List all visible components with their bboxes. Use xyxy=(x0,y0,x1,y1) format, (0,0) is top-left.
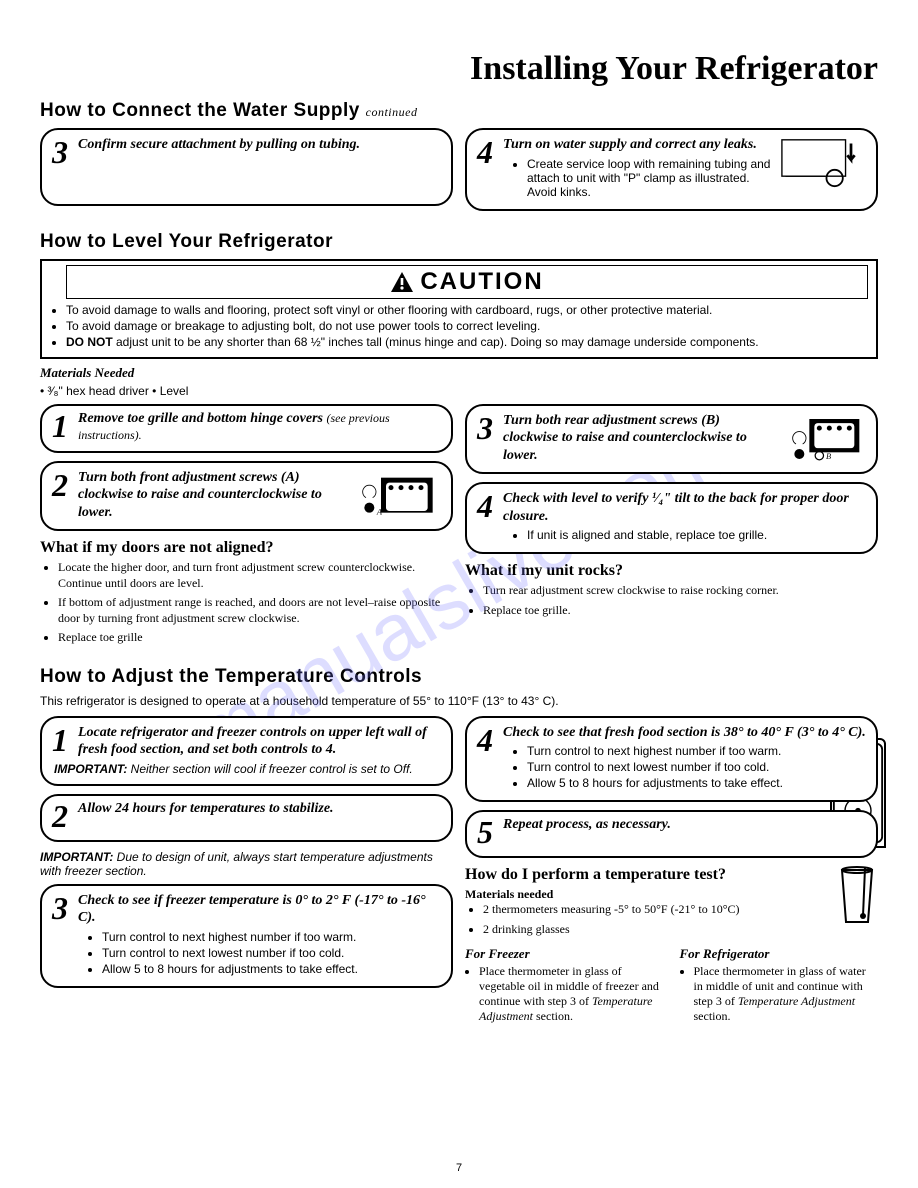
list-item: 2 drinking glasses xyxy=(483,922,878,938)
fridge-text: Place thermometer in glass of water in m… xyxy=(694,964,879,1024)
level-section: How to Level Your Refrigerator CAUTION T… xyxy=(40,231,878,654)
list-item: Replace toe grille xyxy=(58,630,453,646)
caution-list: To avoid damage to walls and flooring, p… xyxy=(66,303,870,349)
step-number: 2 xyxy=(52,471,68,500)
step-text: Allow 24 hours for temperatures to stabi… xyxy=(78,800,441,818)
level-step-4: 4 Check with level to verify ¹⁄₄" tilt t… xyxy=(465,482,878,554)
level-heading: How to Level Your Refrigerator xyxy=(40,231,878,253)
test-materials-list: 2 thermometers measuring -5° to 50°F (-2… xyxy=(483,902,878,937)
warning-icon xyxy=(390,271,414,293)
step-number: 3 xyxy=(477,414,493,443)
step-text: Locate refrigerator and freezer controls… xyxy=(78,724,441,759)
step-sub: If unit is aligned and stable, replace t… xyxy=(513,528,866,542)
step-number: 3 xyxy=(52,138,68,167)
list-item: 2 thermometers measuring -5° to 50°F (-2… xyxy=(483,902,878,918)
step-number: 2 xyxy=(52,802,68,831)
temp-test-block: How do I perform a temperature test? Mat… xyxy=(465,866,878,1023)
materials-list: • ³⁄₈" hex head driver • Level xyxy=(40,384,878,398)
water-loop-illustration xyxy=(776,138,866,188)
freezer-col: For Freezer Place thermometer in glass o… xyxy=(465,946,664,1024)
bullet: Turn control to next highest number if t… xyxy=(527,744,866,758)
step-text: Confirm secure attachment by pulling on … xyxy=(78,136,441,154)
fridge-head: For Refrigerator xyxy=(680,946,879,962)
front-screw-illustration: A xyxy=(351,471,441,521)
page-title: Installing Your Refrigerator xyxy=(40,50,878,88)
water-step-4: 4 Turn on water supply and correct any l… xyxy=(465,128,878,211)
bullet: Turn control to next lowest number if to… xyxy=(527,760,866,774)
page-number: 7 xyxy=(456,1162,462,1174)
caution-item: To avoid damage to walls and flooring, p… xyxy=(66,303,870,317)
water-step-3: 3 Confirm secure attachment by pulling o… xyxy=(40,128,453,206)
step-number: 1 xyxy=(52,726,68,755)
caution-header: CAUTION xyxy=(66,265,868,299)
water-heading: How to Connect the Water Supply continue… xyxy=(40,100,878,122)
bullet: Allow 5 to 8 hours for adjustments to ta… xyxy=(102,962,441,976)
temp-section: How to Adjust the Temperature Controls T… xyxy=(40,666,878,1024)
doors-list: Locate the higher door, and turn front a… xyxy=(58,560,453,646)
temp-step-5: 5 Repeat process, as necessary. xyxy=(465,810,878,858)
temp-test-question: How do I perform a temperature test? xyxy=(465,866,878,884)
step-number: 4 xyxy=(477,726,493,755)
bullet: Allow 5 to 8 hours for adjustments to ta… xyxy=(527,776,866,790)
caution-box: CAUTION To avoid damage to walls and flo… xyxy=(40,259,878,359)
temp-step-3: 3 Check to see if freezer temperature is… xyxy=(40,884,453,988)
rocks-question: What if my unit rocks? xyxy=(465,562,878,580)
bullet: Turn control to next highest number if t… xyxy=(102,930,441,944)
step-number: 1 xyxy=(52,412,68,441)
freezer-body: Place thermometer in glass of vegetable … xyxy=(465,964,664,1024)
caution-item: DO NOT adjust unit to be any shorter tha… xyxy=(66,335,870,349)
caution-label: CAUTION xyxy=(420,268,543,295)
step-text: Check with level to verify ¹⁄₄" tilt to … xyxy=(503,490,866,525)
step-text: Check to see if freezer temperature is 0… xyxy=(78,892,441,927)
important-note: IMPORTANT: Neither section will cool if … xyxy=(54,762,441,776)
temp-step-4: 4 Check to see that fresh food section i… xyxy=(465,716,878,803)
doors-question: What if my doors are not aligned? xyxy=(40,539,453,557)
level-step-2: A 2 Turn both front adjustment screws (A… xyxy=(40,461,453,532)
temp-step-1: 1 Locate refrigerator and freezer contro… xyxy=(40,716,453,786)
freezer-text: Place thermometer in glass of vegetable … xyxy=(479,964,664,1024)
water-heading-text: How to Connect the Water Supply xyxy=(40,100,360,121)
water-section: How to Connect the Water Supply continue… xyxy=(40,100,878,219)
fridge-body: Place thermometer in glass of water in m… xyxy=(680,964,879,1024)
freezer-head: For Freezer xyxy=(465,946,664,962)
svg-text:B: B xyxy=(826,452,831,461)
step-text: Repeat process, as necessary. xyxy=(503,816,866,834)
step-sub: Turn control to next highest number if t… xyxy=(513,744,866,790)
list-item: Locate the higher door, and turn front a… xyxy=(58,560,453,591)
list-item: Turn rear adjustment screw clockwise to … xyxy=(483,583,878,599)
rocks-list: Turn rear adjustment screw clockwise to … xyxy=(483,583,878,618)
temp-step-2: 2 Allow 24 hours for temperatures to sta… xyxy=(40,794,453,842)
bullet: If unit is aligned and stable, replace t… xyxy=(527,528,866,542)
step-text: Remove toe grille and bottom hinge cover… xyxy=(78,410,441,445)
step-number: 5 xyxy=(477,818,493,847)
temp-intro: This refrigerator is designed to operate… xyxy=(40,694,878,708)
fridge-col: For Refrigerator Place thermometer in gl… xyxy=(680,946,879,1024)
temp-heading: How to Adjust the Temperature Controls xyxy=(40,666,878,688)
step-text: Check to see that fresh food section is … xyxy=(503,724,866,742)
caution-item: To avoid damage or breakage to adjusting… xyxy=(66,319,870,333)
step-sub: Turn control to next highest number if t… xyxy=(88,930,441,976)
step-number: 4 xyxy=(477,138,493,167)
list-item: Replace toe grille. xyxy=(483,603,878,619)
materials-heading: Materials Needed xyxy=(40,365,878,381)
continued-label: continued xyxy=(366,105,418,119)
rear-screw-illustration: B xyxy=(776,414,866,464)
level-step-1: 1 Remove toe grille and bottom hinge cov… xyxy=(40,404,453,453)
step-number: 4 xyxy=(477,492,493,521)
test-materials-head: Materials needed xyxy=(465,887,878,902)
important-note-2: IMPORTANT: IMPORTANT: Due to design of u… xyxy=(40,850,453,878)
level-step-3: B 3 Turn both rear adjustment screws (B)… xyxy=(465,404,878,475)
step-number: 3 xyxy=(52,894,68,923)
svg-text:A: A xyxy=(376,507,383,516)
list-item: If bottom of adjustment range is reached… xyxy=(58,595,453,626)
glass-icon xyxy=(836,866,878,926)
bullet: Turn control to next lowest number if to… xyxy=(102,946,441,960)
